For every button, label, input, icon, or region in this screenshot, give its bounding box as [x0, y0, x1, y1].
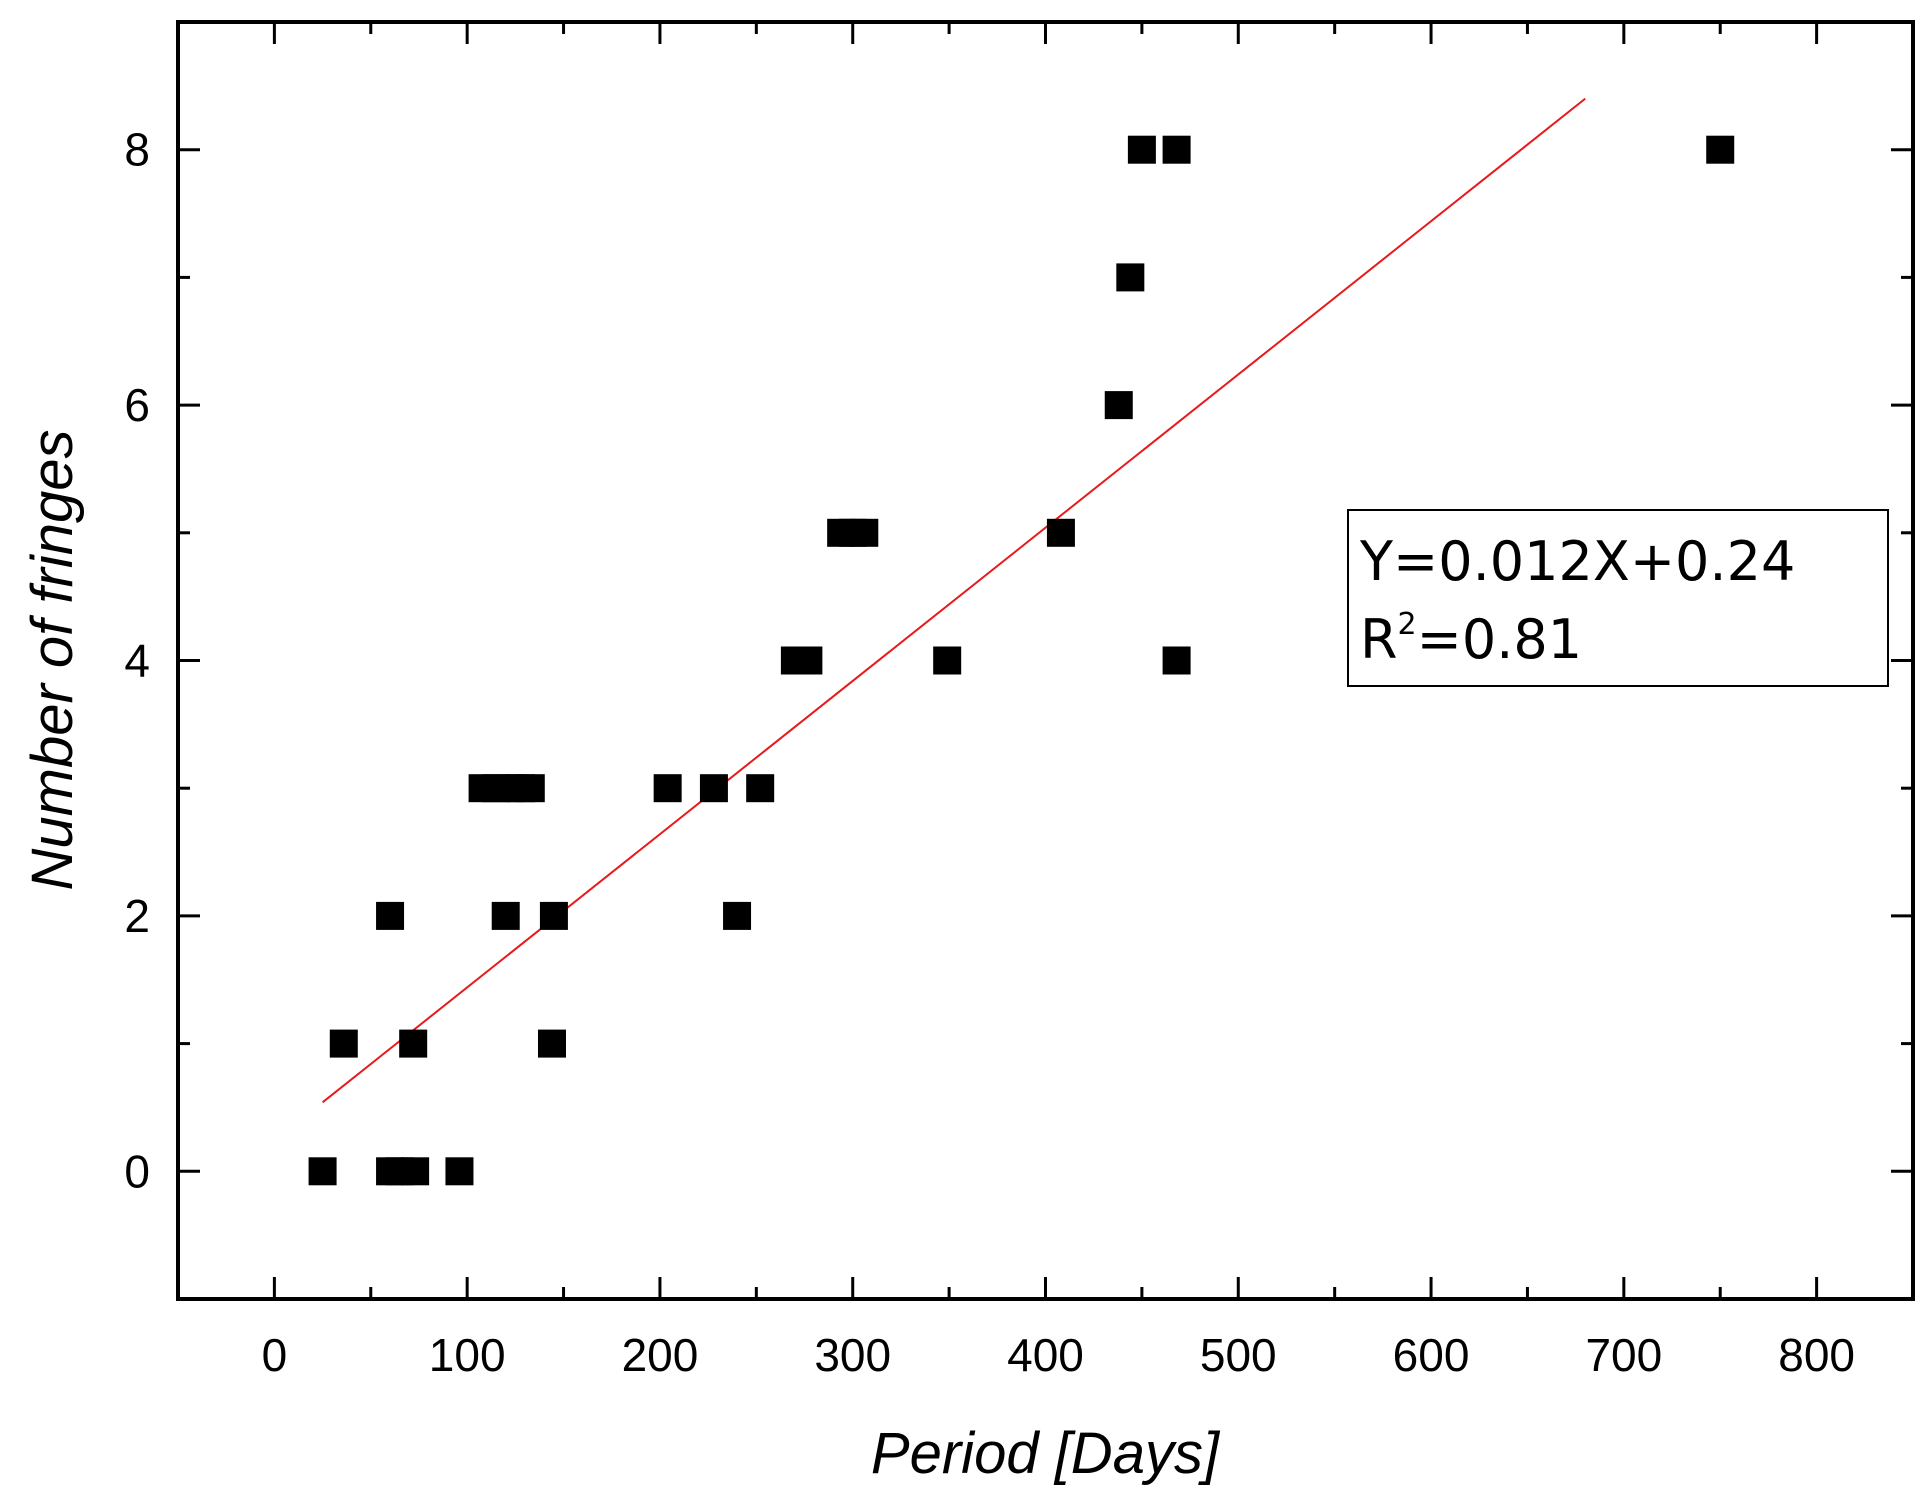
- x-tick-label: 300: [814, 1329, 891, 1381]
- data-point: [746, 774, 775, 803]
- fit-line: [321, 97, 1586, 1104]
- data-point: [1162, 646, 1191, 675]
- y-tick-label: 0: [124, 1145, 150, 1197]
- legend-r2-superscript: 2: [1398, 607, 1417, 642]
- legend-equation: Y=0.012X+0.24: [1359, 530, 1795, 593]
- data-point: [537, 1029, 566, 1058]
- x-axis-title: Period [Days]: [871, 1421, 1221, 1486]
- data-point: [376, 901, 405, 930]
- axis-tick-labels: 0 100 200 300 400 500 600 700 800 0 2 4 6 8: [124, 124, 1855, 1381]
- data-point: [329, 1029, 358, 1058]
- legend-frame: [1347, 509, 1889, 687]
- fit-line-group: [321, 97, 1586, 1104]
- data-point: [794, 646, 823, 675]
- data-point: [308, 1157, 337, 1186]
- data-point: [539, 901, 568, 930]
- data-point: [1046, 518, 1075, 547]
- data-point: [653, 774, 682, 803]
- legend-r2: R2=0.81: [1360, 607, 1582, 671]
- data-point: [1706, 135, 1735, 164]
- y-tick-label: 6: [124, 379, 150, 431]
- x-tick-label: 700: [1585, 1329, 1662, 1381]
- y-tick-label: 4: [124, 635, 150, 687]
- legend-r2-prefix: R: [1360, 608, 1398, 671]
- x-tick-label: 400: [1007, 1329, 1084, 1381]
- x-tick-label: 800: [1778, 1329, 1855, 1381]
- x-tick-label: 0: [262, 1329, 288, 1381]
- x-tick-label: 600: [1393, 1329, 1470, 1381]
- axis-ticks: [178, 22, 1913, 1299]
- data-point: [401, 1157, 430, 1186]
- data-point: [1104, 391, 1133, 420]
- x-tick-label: 100: [429, 1329, 506, 1381]
- data-points: [308, 135, 1735, 1186]
- data-point: [1116, 263, 1145, 292]
- legend-r2-value: =0.81: [1417, 608, 1582, 671]
- y-tick-label: 8: [124, 124, 150, 176]
- x-tick-label: 200: [622, 1329, 699, 1381]
- x-tick-label: 500: [1200, 1329, 1277, 1381]
- legend-box: Y=0.012X+0.24 R2=0.81: [1347, 509, 1889, 687]
- data-point: [516, 774, 545, 803]
- data-point: [399, 1029, 428, 1058]
- data-point: [699, 774, 728, 803]
- data-point: [850, 518, 879, 547]
- y-tick-label: 2: [124, 890, 150, 942]
- plot-frame: [176, 20, 1915, 1301]
- data-point: [1127, 135, 1156, 164]
- data-point: [491, 901, 520, 930]
- data-point: [1162, 135, 1191, 164]
- data-point: [723, 901, 752, 930]
- data-point: [445, 1157, 474, 1186]
- data-point: [933, 646, 962, 675]
- y-axis-title: Number of fringes: [20, 430, 85, 891]
